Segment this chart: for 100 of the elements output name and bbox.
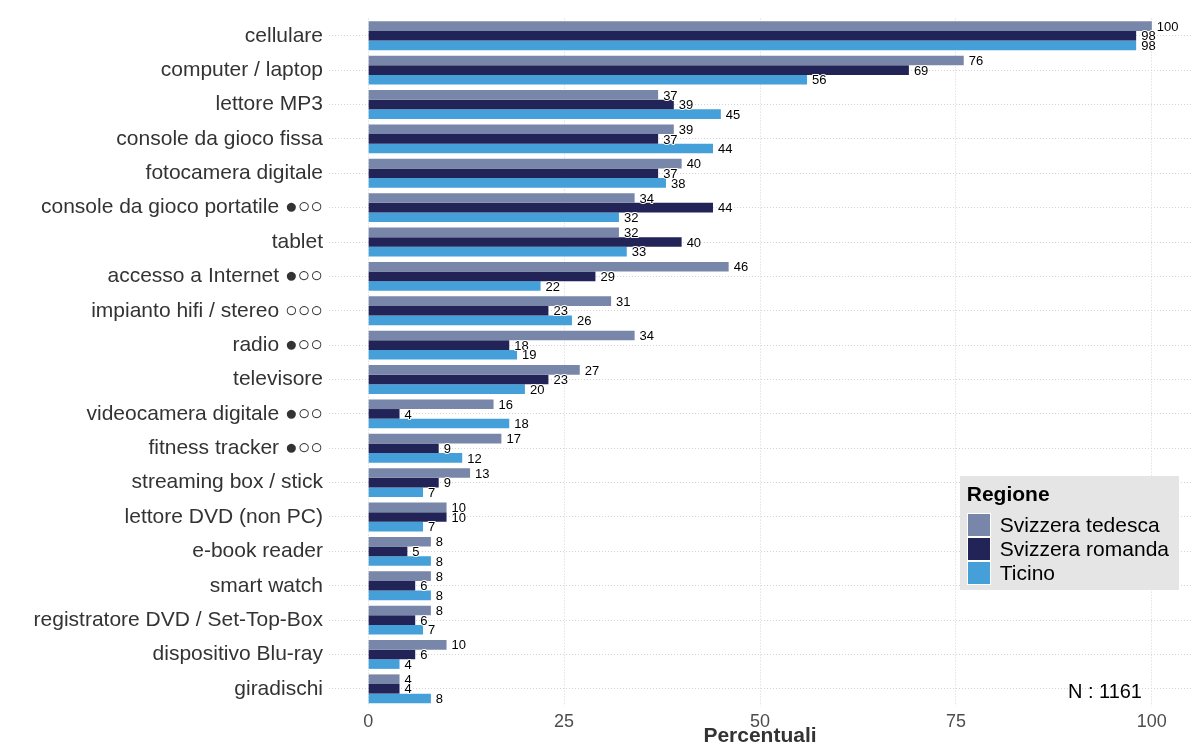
y-tick-label: cellulare bbox=[244, 22, 323, 46]
data-label: 22 bbox=[545, 278, 561, 294]
bar bbox=[368, 227, 619, 238]
data-label: 8 bbox=[435, 587, 444, 603]
data-label: 29 bbox=[600, 269, 615, 285]
bar bbox=[368, 168, 659, 179]
bar bbox=[368, 580, 416, 591]
data-label: 7 bbox=[428, 519, 436, 535]
data-label: 8 bbox=[435, 603, 444, 619]
data-label: 34 bbox=[639, 328, 655, 344]
bar bbox=[368, 315, 572, 326]
bar bbox=[368, 143, 713, 154]
data-label: 31 bbox=[616, 293, 631, 309]
annotation: N : 1161 bbox=[1067, 679, 1142, 702]
data-label: 7 bbox=[428, 622, 436, 638]
y-tick-label: e-book reader bbox=[192, 538, 323, 562]
data-label: 27 bbox=[584, 362, 600, 378]
data-label: 40 bbox=[686, 156, 702, 172]
legend-label: Svizzera tedesca bbox=[999, 513, 1160, 537]
data-label: 13 bbox=[475, 465, 490, 481]
data-label: 33 bbox=[631, 244, 647, 260]
bar bbox=[368, 330, 635, 341]
y-tick-label: fitness tracker ●○○ bbox=[148, 435, 323, 459]
y-tick-label: smart watch bbox=[209, 572, 323, 596]
data-label: 40 bbox=[686, 234, 702, 250]
data-label: 4 bbox=[404, 656, 412, 672]
x-tick-label: 75 bbox=[945, 710, 966, 731]
data-label: 7 bbox=[428, 484, 436, 500]
bar bbox=[368, 212, 619, 223]
legend-title: Regione bbox=[966, 482, 1051, 506]
y-tick-label: lettore MP3 bbox=[215, 91, 323, 115]
y-tick-label: giradischi bbox=[234, 675, 323, 699]
data-label: 8 bbox=[435, 553, 444, 569]
data-label: 12 bbox=[467, 450, 482, 466]
data-label: 10 bbox=[451, 637, 467, 653]
bar bbox=[368, 546, 408, 557]
bar bbox=[368, 674, 400, 684]
bar bbox=[368, 90, 659, 100]
y-tick-label: streaming box / stick bbox=[131, 469, 324, 493]
data-label: 17 bbox=[506, 431, 521, 447]
data-label: 9 bbox=[443, 440, 451, 456]
data-label: 9 bbox=[443, 475, 451, 491]
y-tick-label: console da gioco fissa bbox=[116, 125, 324, 149]
data-label: 16 bbox=[498, 396, 514, 412]
bar bbox=[368, 374, 549, 385]
y-tick-label: console da gioco portatile ●○○ bbox=[40, 194, 323, 218]
y-tick-label: tablet bbox=[271, 228, 324, 252]
bar bbox=[368, 468, 471, 478]
data-label: 4 bbox=[404, 406, 412, 422]
bar bbox=[368, 74, 808, 85]
y-tick-label: impianto hifi / stereo ○○○ bbox=[91, 297, 323, 321]
data-label: 44 bbox=[717, 200, 733, 216]
bar bbox=[368, 124, 674, 135]
data-label: 8 bbox=[435, 534, 444, 550]
bar bbox=[368, 55, 964, 66]
bar bbox=[368, 134, 659, 144]
data-label: 26 bbox=[576, 313, 592, 329]
bar bbox=[368, 590, 431, 601]
bar bbox=[368, 556, 431, 566]
bar bbox=[368, 271, 596, 282]
y-tick-label: fotocamera digitale bbox=[145, 160, 323, 184]
bar bbox=[368, 443, 439, 454]
bar bbox=[368, 433, 502, 444]
bar bbox=[368, 659, 400, 669]
data-label: 20 bbox=[529, 381, 545, 397]
data-label: 56 bbox=[812, 72, 827, 88]
data-label: 39 bbox=[678, 97, 694, 113]
data-label: 23 bbox=[553, 372, 568, 388]
bar bbox=[368, 30, 1137, 41]
data-label: 37 bbox=[663, 87, 678, 103]
data-label: 69 bbox=[913, 62, 929, 78]
bar bbox=[368, 453, 463, 463]
bar bbox=[368, 615, 416, 625]
data-label: 45 bbox=[725, 106, 741, 122]
data-label: 76 bbox=[968, 53, 984, 69]
bar bbox=[368, 237, 682, 247]
bar bbox=[368, 158, 682, 169]
data-label: 46 bbox=[733, 259, 749, 275]
bar bbox=[368, 512, 447, 522]
bar bbox=[368, 340, 510, 350]
y-tick-label: televisore bbox=[233, 366, 323, 390]
data-label: 6 bbox=[420, 647, 428, 663]
y-tick-label: videocamera digitale ●○○ bbox=[86, 400, 323, 424]
x-tick-label: 0 bbox=[363, 710, 374, 731]
data-label: 39 bbox=[678, 121, 694, 137]
bar bbox=[368, 365, 580, 375]
data-label: 5 bbox=[412, 543, 420, 559]
bar bbox=[368, 281, 541, 291]
y-tick-label: radio ●○○ bbox=[232, 331, 323, 355]
bar bbox=[368, 624, 424, 635]
bar bbox=[368, 99, 674, 110]
data-label: 23 bbox=[553, 303, 568, 319]
bar bbox=[368, 409, 400, 419]
data-label: 6 bbox=[420, 578, 428, 594]
bar bbox=[368, 640, 447, 650]
data-label: 100 bbox=[1156, 18, 1179, 34]
data-label: 37 bbox=[663, 131, 678, 147]
bar bbox=[368, 261, 729, 272]
bar bbox=[368, 418, 510, 429]
data-label: 32 bbox=[623, 209, 639, 225]
